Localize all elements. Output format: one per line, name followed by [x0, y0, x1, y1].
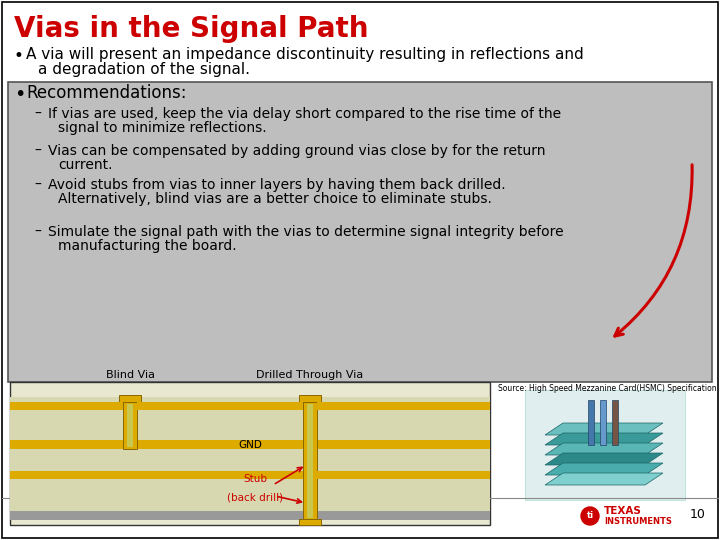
Polygon shape [545, 453, 663, 465]
Text: Source: High Speed Mezzanine Card(HSMC) Specification  (Altera): Source: High Speed Mezzanine Card(HSMC) … [498, 384, 720, 393]
Text: INSTRUMENTS: INSTRUMENTS [604, 516, 672, 525]
FancyArrowPatch shape [275, 468, 302, 483]
Text: TEXAS: TEXAS [604, 506, 642, 516]
Bar [307, 404, 313, 518]
Text: Vias can be compensated by adding ground vias close by for the return: Vias can be compensated by adding ground… [48, 144, 546, 158]
Bar [525, 390, 685, 500]
FancyArrowPatch shape [615, 165, 692, 336]
Text: 10: 10 [690, 509, 706, 522]
Bar [317, 471, 490, 479]
FancyArrowPatch shape [278, 497, 302, 503]
Text: Stub: Stub [243, 474, 267, 484]
Text: Alternatively, blind vias are a better choice to eliminate stubs.: Alternatively, blind vias are a better c… [58, 192, 492, 206]
Text: •: • [14, 85, 25, 104]
Text: Blind Via: Blind Via [106, 370, 155, 380]
Text: –: – [34, 107, 41, 121]
Bar [10, 479, 490, 511]
Bar [299, 395, 321, 402]
Polygon shape [545, 423, 663, 435]
Polygon shape [545, 433, 663, 445]
Bar [10, 402, 123, 410]
Text: a degradation of the signal.: a degradation of the signal. [38, 62, 250, 77]
Polygon shape [545, 463, 663, 475]
Text: manufacturing the board.: manufacturing the board. [58, 239, 237, 253]
Text: Vias in the Signal Path: Vias in the Signal Path [14, 15, 369, 43]
Bar [10, 440, 490, 449]
Text: •: • [14, 47, 24, 65]
Polygon shape [545, 473, 663, 485]
Bar [10, 471, 490, 479]
Text: –: – [34, 144, 41, 158]
Bar [612, 400, 618, 445]
Text: Recommendations:: Recommendations: [26, 84, 186, 102]
Bar [303, 402, 317, 520]
Text: Drilled Through Via: Drilled Through Via [256, 370, 364, 380]
Bar [127, 404, 133, 447]
Bar [10, 410, 490, 440]
Bar [317, 402, 490, 410]
Text: –: – [34, 225, 41, 239]
Bar [137, 402, 303, 410]
Text: A via will present an impedance discontinuity resulting in reflections and: A via will present an impedance disconti… [26, 47, 584, 62]
Text: –: – [34, 178, 41, 192]
Text: signal to minimize reflections.: signal to minimize reflections. [58, 121, 266, 135]
Text: current.: current. [58, 158, 112, 172]
Bar [10, 511, 490, 520]
Text: If vias are used, keep the via delay short compared to the rise time of the: If vias are used, keep the via delay sho… [48, 107, 561, 121]
Bar [119, 395, 141, 402]
Text: (back drill): (back drill) [227, 492, 283, 502]
Bar [600, 400, 606, 445]
Bar [10, 471, 303, 479]
Bar [10, 397, 490, 402]
Circle shape [581, 507, 599, 525]
Bar [588, 400, 594, 445]
Text: Avoid stubs from vias to inner layers by having them back drilled.: Avoid stubs from vias to inner layers by… [48, 178, 505, 192]
Text: ti: ti [586, 511, 593, 521]
Bar [8, 82, 712, 382]
Bar [10, 402, 490, 410]
Polygon shape [545, 443, 663, 455]
Bar [10, 382, 490, 525]
Bar [10, 449, 490, 471]
Text: GND: GND [238, 440, 262, 449]
Bar [299, 519, 321, 525]
Text: Simulate the signal path with the vias to determine signal integrity before: Simulate the signal path with the vias t… [48, 225, 564, 239]
Bar [123, 402, 137, 449]
